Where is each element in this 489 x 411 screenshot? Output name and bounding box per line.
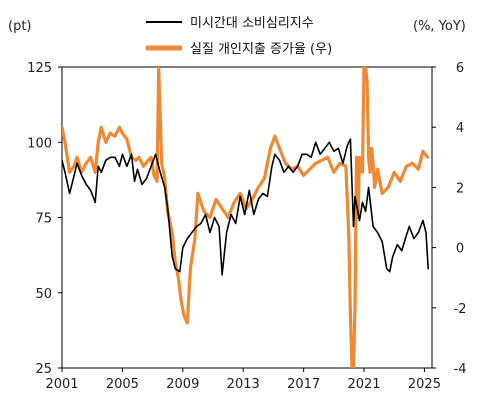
right-tick-label--2: -2 xyxy=(454,302,467,317)
x-tick-label-2001: 2001 xyxy=(45,377,78,392)
x-tick-label-2013: 2013 xyxy=(227,377,260,392)
legend-label-sentiment: 미시간대 소비심리지수 xyxy=(190,16,314,31)
x-tick-label-2025: 2025 xyxy=(408,377,441,392)
series-line-sentiment xyxy=(62,138,430,276)
legend: 미시간대 소비심리지수 실질 개인지출 증가율 (우) xyxy=(146,16,332,57)
right-tick-label-6: 6 xyxy=(456,61,464,76)
x-tick-label-2017: 2017 xyxy=(287,377,320,392)
right-y-axis: 6 4 2 0 -2 -4 xyxy=(432,61,466,377)
right-tick-label--4: -4 xyxy=(454,362,467,377)
left-tick-label-25: 25 xyxy=(35,362,52,377)
left-tick-label-125: 125 xyxy=(27,61,52,76)
left-tick-label-75: 75 xyxy=(35,212,52,227)
left-tick-label-100: 100 xyxy=(27,136,52,151)
left-tick-label-50: 50 xyxy=(35,287,52,302)
series-line-spending xyxy=(62,67,430,368)
right-tick-label-2: 2 xyxy=(456,181,464,196)
right-axis-unit: (%, YoY) xyxy=(413,19,466,34)
x-tick-label-2009: 2009 xyxy=(166,377,199,392)
right-tick-label-4: 4 xyxy=(456,121,464,136)
x-axis: 2001 2005 2009 2013 2017 2021 2025 xyxy=(45,368,441,392)
x-tick-label-2021: 2021 xyxy=(347,377,380,392)
left-y-axis: 125 100 75 50 25 xyxy=(27,61,62,377)
left-axis-unit: (pt) xyxy=(8,19,32,34)
x-tick-label-2005: 2005 xyxy=(106,377,139,392)
plot-frame xyxy=(61,66,433,369)
series-layer xyxy=(62,67,430,368)
legend-label-spending: 실질 개인지출 증가율 (우) xyxy=(190,42,332,57)
right-tick-label-0: 0 xyxy=(456,242,464,257)
